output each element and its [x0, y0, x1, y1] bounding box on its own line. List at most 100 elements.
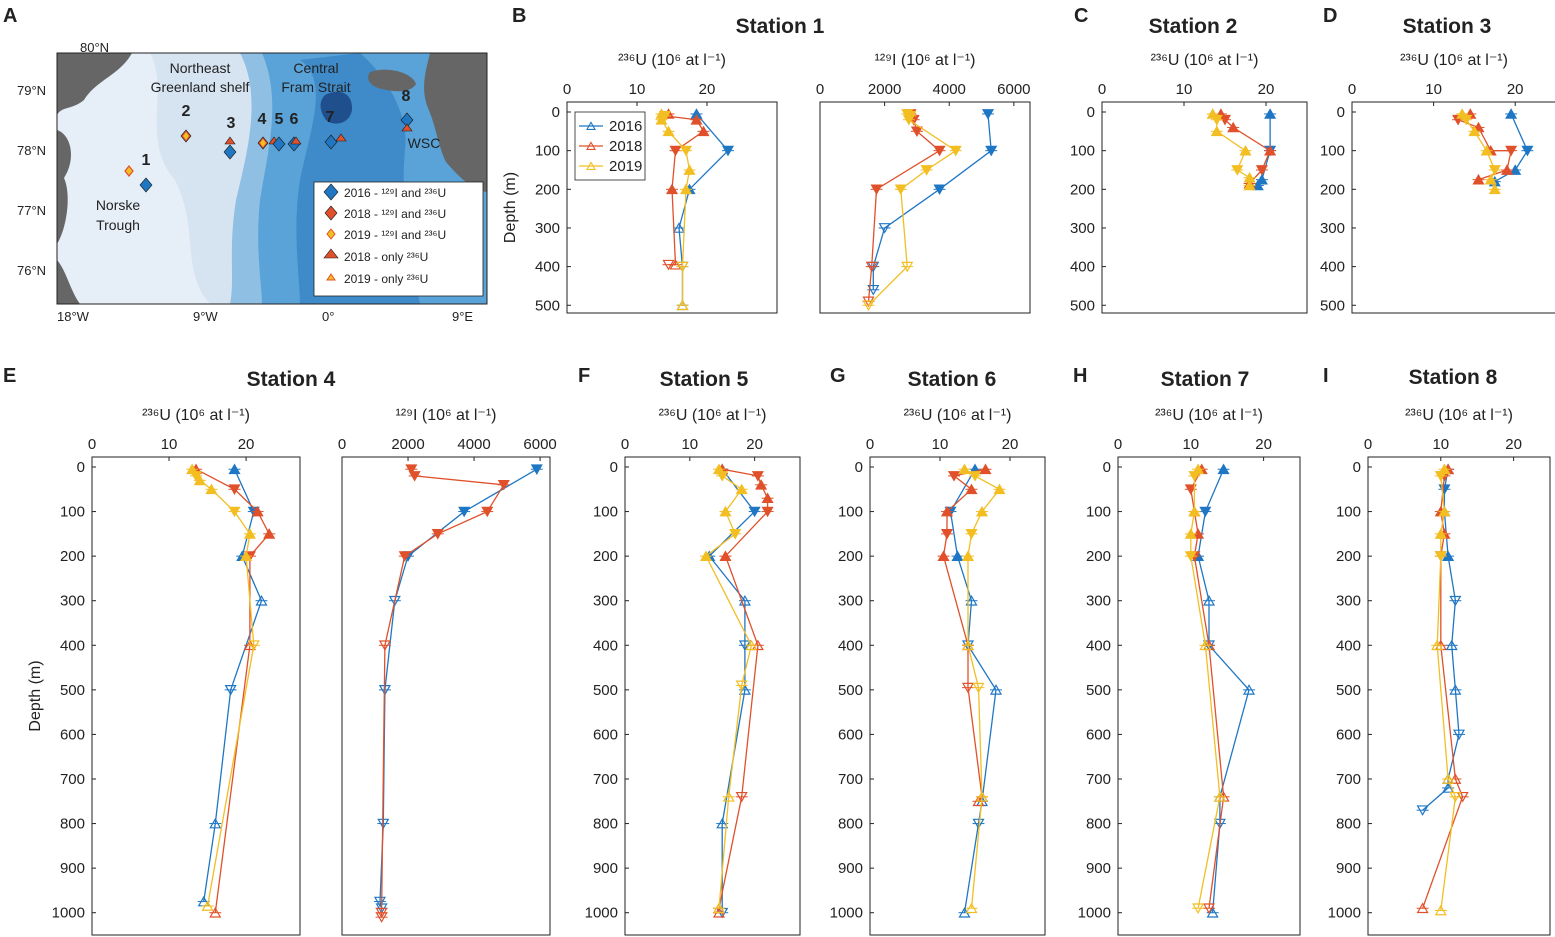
chart-e-u-xtick-label-2: 20	[238, 436, 255, 453]
chart-e-u-xtick-label-0: 0	[88, 436, 96, 453]
chart-b-u-legend-label-2016: 2016	[609, 118, 642, 135]
chart-c-u-point-2019-4	[1231, 165, 1244, 176]
chart-b-i-xtick-label-3: 6000	[997, 81, 1030, 98]
chart-d-u-xtick-label-0: 0	[1348, 81, 1356, 98]
marker-st6-2018	[290, 136, 302, 145]
chart-h-u-xtick-label-1: 10	[1182, 436, 1199, 453]
marker-st1-2016	[139, 177, 153, 193]
chart-i-u-point-2019-2	[1438, 505, 1451, 517]
chart-d-u-ytick-label-2: 200	[1320, 181, 1345, 198]
chart-b-u-point-2019-3	[662, 125, 675, 137]
chart-b-i-point-2019-3	[949, 145, 962, 157]
map-station-5: 5	[275, 111, 284, 128]
chart-d-u-ytick-label-5: 500	[1320, 297, 1345, 314]
chart-i-u-point-2019-4	[1434, 551, 1447, 562]
chart-g-u-ytick-label-8: 800	[838, 816, 863, 833]
legend-marker-2019-triangle	[326, 273, 336, 281]
chart-i-u-point-2016-7	[1452, 729, 1466, 741]
chart-i-u-point-2016-6	[1449, 684, 1462, 695]
map-lat-80: 80°N	[80, 40, 109, 55]
map-label-cfs-1: Central	[293, 60, 338, 76]
chart-i-u-title: Station 8	[1409, 366, 1498, 389]
map-molloy-deep	[320, 91, 352, 124]
chart-i-u-xtick-label-2: 20	[1505, 436, 1522, 453]
map-land-greenland-north	[57, 53, 132, 115]
marker-st7-2016	[324, 134, 338, 150]
chart-g-u-ytick-label-1: 100	[838, 504, 863, 521]
chart-b-i-point-2019-4	[920, 165, 933, 176]
chart-c-u-point-2018-2	[1227, 121, 1240, 133]
map-panel: 80°N 79°N 78°N 77°N 76°N 18°W 9°W 0° 9°E…	[17, 40, 488, 324]
chart-h-u-point-2019-1	[1188, 471, 1201, 482]
chart-e-u-point-2019-2	[193, 474, 206, 486]
chart-b-u-ytick-label-2: 200	[535, 181, 560, 198]
chart-b-u-point-2016-3	[672, 222, 686, 233]
chart-e-i-line-2016	[379, 468, 538, 909]
chart-c-u-point-2018-4	[1255, 165, 1268, 176]
chart-e-u-ytick-label-5: 500	[60, 682, 85, 699]
map-label-norske-1: Norske	[96, 197, 141, 213]
chart-b-u-legend-marker-2016	[586, 121, 596, 130]
chart-c-u-ytick-label-1: 100	[1070, 143, 1095, 160]
chart-b-i-xtick-label-1: 2000	[868, 81, 901, 98]
chart-g-u-point-2018-7	[961, 682, 975, 694]
chart-h-u-point-2016-0	[1217, 463, 1230, 475]
map-label-norske-2: Trough	[96, 217, 140, 233]
chart-e-u-frame	[91, 456, 301, 936]
chart-e-u-point-2018-2	[251, 505, 264, 517]
chart-h-u-point-2018-7	[1202, 903, 1216, 914]
chart-e-u-point-2019-8	[201, 900, 214, 911]
chart-c-u-point-2019-1	[1210, 114, 1223, 126]
marker-st3-2018	[224, 136, 236, 145]
chart-f-u-ytick-label-8: 800	[593, 816, 618, 833]
chart-e-u-point-2019-6	[240, 550, 253, 561]
chart-e-i-frame	[341, 456, 551, 936]
chart-c-u-point-2018-3	[1264, 144, 1277, 156]
chart-b-i-point-2016-2	[933, 184, 946, 196]
chart-c-u-ytick-label-0: 0	[1087, 104, 1095, 121]
chart-b-u-point-2016-1	[721, 145, 735, 157]
chart-e-u-xlabel: ²³⁶U (10⁶ at l⁻¹)	[142, 407, 250, 424]
chart-f-u-point-2019-5	[699, 550, 713, 561]
chart-b-i-point-2018-2	[910, 126, 923, 138]
panel-letter-g: G	[830, 365, 846, 387]
chart-f-u-point-2018-2	[755, 479, 768, 490]
chart-g-u-frame	[869, 456, 1046, 936]
chart-i-u-point-2019-6	[1442, 773, 1455, 784]
map-lon-0: 0°	[322, 309, 334, 324]
chart-e-i-point-2018-8	[375, 912, 388, 923]
chart-d-u-point-2018-5	[1501, 164, 1514, 175]
chart-b-u-ytick-label-1: 100	[535, 143, 560, 160]
chart-f-u-ytick-label-1: 100	[593, 504, 618, 521]
chart-b-i-point-2016-1	[985, 145, 998, 157]
chart-f-u-ytick-label-10: 1000	[585, 905, 618, 922]
chart-i-u-point-2019-1	[1434, 471, 1447, 482]
legend-marker-2018-triangle	[323, 248, 339, 259]
chart-e-i-xlabel: ¹²⁹I (10⁶ at l⁻¹)	[396, 407, 497, 424]
chart-g-u-ytick-label-9: 900	[838, 860, 863, 877]
chart-e-u-ytick-label-9: 900	[60, 860, 85, 877]
chart-d-u-ytick-label-3: 300	[1320, 220, 1345, 237]
map-station-6: 6	[290, 111, 299, 128]
chart-g-u-ytick-label-6: 600	[838, 726, 863, 743]
chart-d-u-line-2016	[1494, 113, 1529, 183]
chart-e-u-ytick-label-1: 100	[60, 504, 85, 521]
chart-h-u-point-2019-2	[1188, 505, 1201, 517]
chart-b-i-point-2018-4	[870, 184, 883, 196]
marker-st5-2016	[272, 136, 286, 152]
chart-b-u-legend-marker-2019	[586, 161, 596, 170]
chart-i-u-xlabel: ²³⁶U (10⁶ at l⁻¹)	[1405, 407, 1513, 424]
chart-c-u-xtick-label-1: 10	[1176, 81, 1193, 98]
chart-c-u-ytick-label-3: 300	[1070, 220, 1095, 237]
chart-i-u-ytick-label-0: 0	[1353, 459, 1361, 476]
chart-f-u-ytick-label-7: 700	[593, 771, 618, 788]
chart-d-u-point-2019-4	[1488, 165, 1501, 176]
chart-b-i-point-2019-5	[894, 184, 907, 196]
chart-e-u-ytick-label-2: 200	[60, 548, 85, 565]
chart-b-u-point-2019-6	[679, 183, 693, 195]
chart-g-u-point-2019-0	[958, 463, 971, 475]
